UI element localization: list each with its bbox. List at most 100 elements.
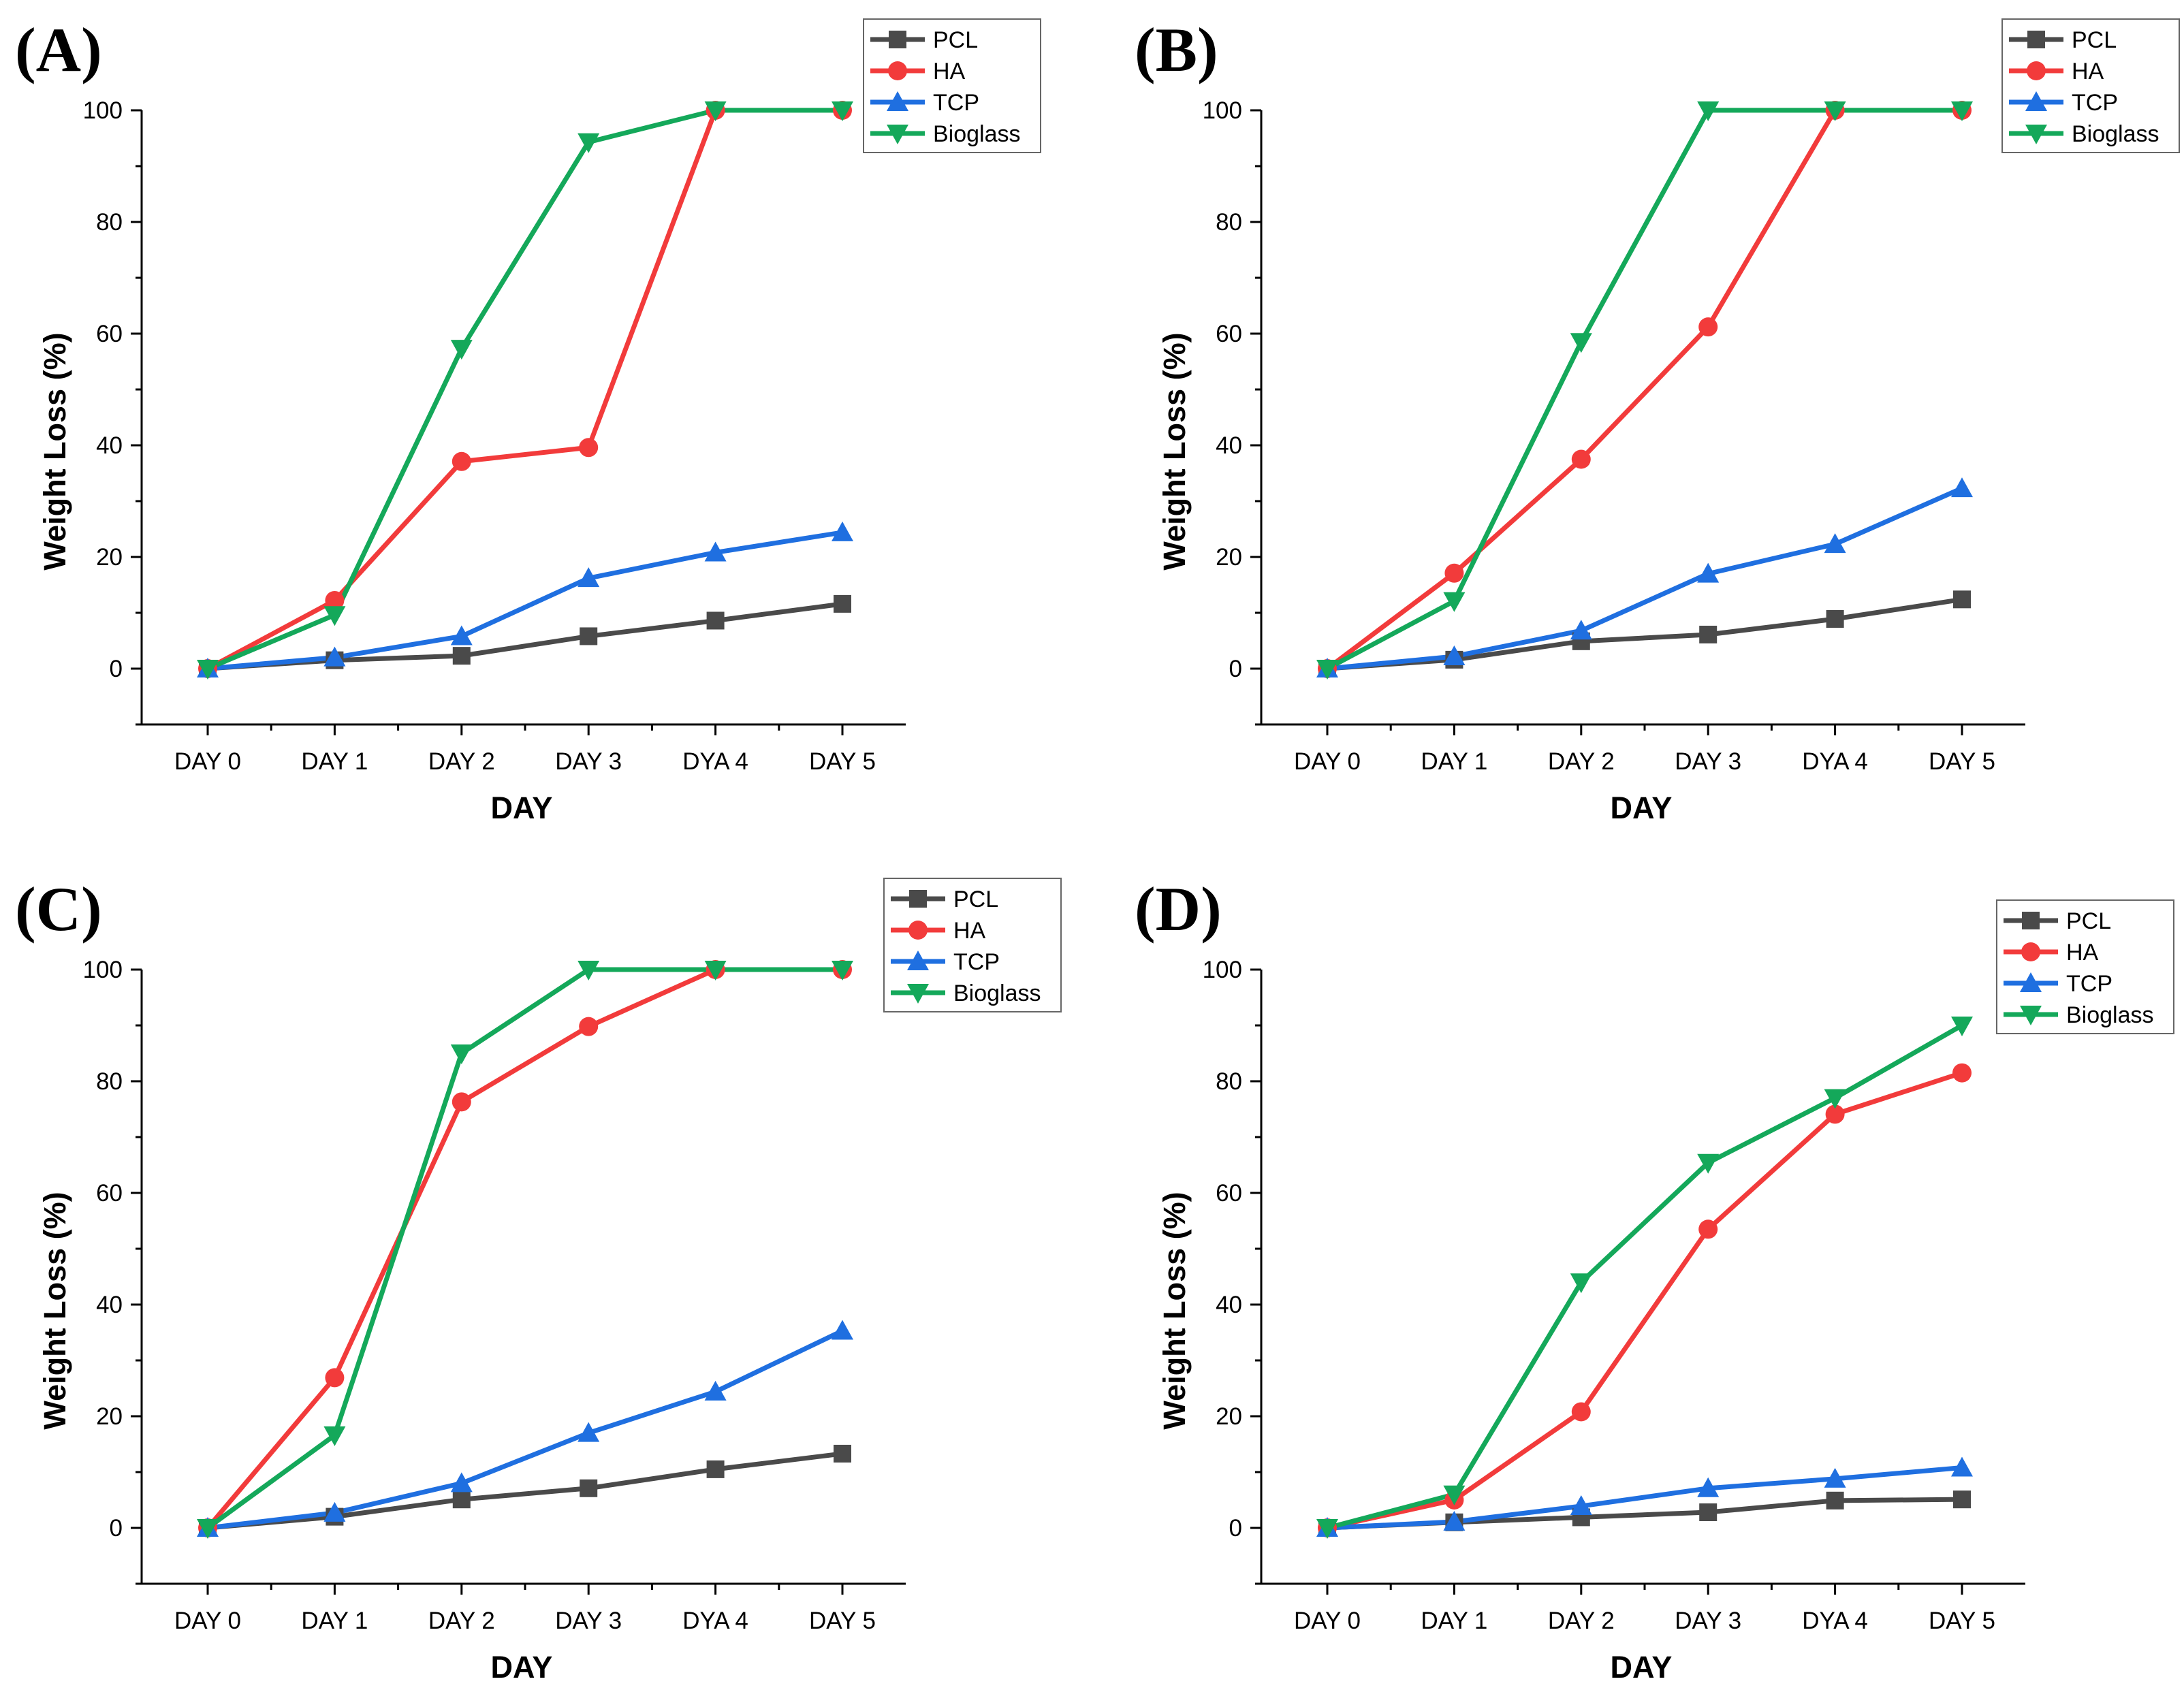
data-point-tcp xyxy=(577,567,600,588)
series-line-pcl xyxy=(1327,596,1963,671)
data-point-pcl xyxy=(1699,625,1718,643)
data-point-tcp xyxy=(1951,477,1973,498)
legend-label-pcl: PCL xyxy=(2072,27,2117,53)
data-point-tcp xyxy=(1824,1467,1846,1488)
legend-marker-pcl xyxy=(909,890,927,908)
data-point-pcl xyxy=(580,627,598,645)
data-point-bioglass xyxy=(1697,1153,1720,1174)
legend-label-ha: HA xyxy=(2072,59,2104,84)
y-tick-label: 80 xyxy=(96,209,123,236)
y-tick-label: 100 xyxy=(83,957,123,983)
data-point-bioglass xyxy=(450,340,473,360)
legend-marker-ha xyxy=(908,921,928,940)
legend-label-ha: HA xyxy=(933,59,966,84)
data-point-ha xyxy=(325,1368,345,1388)
legend-label-bioglass: Bioglass xyxy=(2066,1002,2154,1028)
data-point-ha xyxy=(1571,1402,1591,1422)
y-tick-label: 100 xyxy=(1203,97,1242,124)
data-point-tcp xyxy=(323,646,346,667)
data-point-tcp xyxy=(1443,1510,1466,1531)
x-tick-label: DAY 0 xyxy=(1294,748,1361,775)
legend-label-tcp: TCP xyxy=(953,949,1000,975)
data-point-bioglass xyxy=(1443,592,1466,612)
data-point-bioglass xyxy=(450,1044,473,1064)
panel-c: 0 20 40 60 80 100 DAY 0 DAY 1 DAY 2 DAY 3 DYA 4 DAY… xyxy=(15,874,1062,1685)
series-line-bioglass xyxy=(1327,1023,1963,1531)
legend-label-bioglass: Bioglass xyxy=(933,121,1021,147)
panel-label: (C) xyxy=(15,874,102,944)
y-tick-label: 60 xyxy=(96,1180,123,1207)
series-line-bioglass xyxy=(1326,108,1962,671)
legend-label-tcp: TCP xyxy=(2066,971,2112,997)
x-tick-label: DAY 2 xyxy=(1548,1608,1615,1634)
series-line-tcp xyxy=(207,530,843,671)
data-point-tcp xyxy=(450,625,473,645)
legend-marker-bioglass xyxy=(887,125,908,144)
series-line-ha xyxy=(206,108,842,671)
series-line-ha xyxy=(1325,108,1962,671)
legend-label-tcp: TCP xyxy=(933,90,979,116)
data-point-ha xyxy=(1571,449,1591,469)
data-point-pcl xyxy=(834,594,851,613)
x-tick-label: DAY 5 xyxy=(809,748,876,775)
legend: PCL HA TCP Bioglass xyxy=(2001,18,2180,153)
legend-marker-bioglass xyxy=(907,984,929,1004)
legend-marker-tcp xyxy=(2020,972,2042,992)
x-tick-label: DYA 4 xyxy=(682,1608,748,1634)
data-point-ha xyxy=(579,438,599,458)
y-axis-title: Weight Loss (%) xyxy=(1157,332,1192,570)
data-point-ha xyxy=(452,1092,471,1112)
data-point-tcp xyxy=(577,1422,600,1442)
y-tick-label: 40 xyxy=(96,1292,123,1318)
legend-marker-tcp xyxy=(907,951,929,970)
x-tick-label: DAY 2 xyxy=(1548,748,1615,775)
x-tick-label: DAY 1 xyxy=(301,748,368,775)
data-point-bioglass xyxy=(704,961,727,980)
data-point-bioglass xyxy=(197,660,219,680)
data-point-pcl xyxy=(706,611,725,630)
y-tick-label: 40 xyxy=(1216,432,1242,459)
data-point-pcl xyxy=(1953,590,1971,609)
y-tick-label: 20 xyxy=(96,544,123,571)
legend-marker-ha xyxy=(888,61,907,80)
data-point-pcl xyxy=(834,1444,851,1463)
x-axis-title: DAY xyxy=(1611,791,1673,825)
data-point-bioglass xyxy=(323,606,346,626)
data-point-ha xyxy=(1952,1063,1972,1083)
data-point-bioglass xyxy=(1570,333,1592,353)
data-point-bioglass xyxy=(832,961,853,980)
legend-marker-ha xyxy=(2021,942,2040,961)
y-tick-label: 60 xyxy=(96,321,123,347)
data-point-tcp xyxy=(1697,1477,1720,1497)
data-point-bioglass xyxy=(197,1519,219,1539)
data-point-pcl xyxy=(1826,610,1844,628)
legend-marker-pcl xyxy=(2027,31,2045,48)
x-tick-label: DAY 0 xyxy=(174,1608,241,1634)
y-axis-title: Weight Loss (%) xyxy=(37,1192,72,1429)
data-point-ha xyxy=(1825,1104,1845,1124)
panel-label: (D) xyxy=(1135,874,1222,944)
legend-label-pcl: PCL xyxy=(953,887,998,912)
data-point-ha xyxy=(1698,1219,1718,1239)
data-point-pcl xyxy=(452,1490,471,1509)
data-point-ha xyxy=(1698,317,1718,337)
data-point-tcp xyxy=(1824,533,1846,554)
x-tick-label: DYA 4 xyxy=(1802,748,1868,775)
panel-d: 0 20 40 60 80 100 DAY 0 DAY 1 DAY 2 DAY 3 DYA 4 DAY… xyxy=(1135,874,2174,1685)
legend: PCL HA TCP Bioglass xyxy=(863,18,1041,153)
legend-marker-bioglass xyxy=(2020,1006,2042,1025)
y-tick-label: 100 xyxy=(1203,957,1242,983)
x-tick-label: DAY 1 xyxy=(1421,1608,1487,1634)
data-point-bioglass xyxy=(1951,101,1973,121)
data-point-pcl xyxy=(1953,1490,1971,1509)
data-point-bioglass xyxy=(1697,101,1720,121)
x-tick-label: DAY 1 xyxy=(301,1608,368,1634)
data-point-tcp xyxy=(1570,1495,1592,1516)
x-tick-label: DAY 0 xyxy=(1294,1608,1361,1634)
y-tick-label: 80 xyxy=(96,1068,123,1095)
series-line-tcp xyxy=(1327,1465,1963,1531)
x-tick-label: DAY 5 xyxy=(1929,748,1995,775)
x-tick-label: DAY 5 xyxy=(809,1608,876,1634)
data-point-pcl xyxy=(580,1479,598,1497)
